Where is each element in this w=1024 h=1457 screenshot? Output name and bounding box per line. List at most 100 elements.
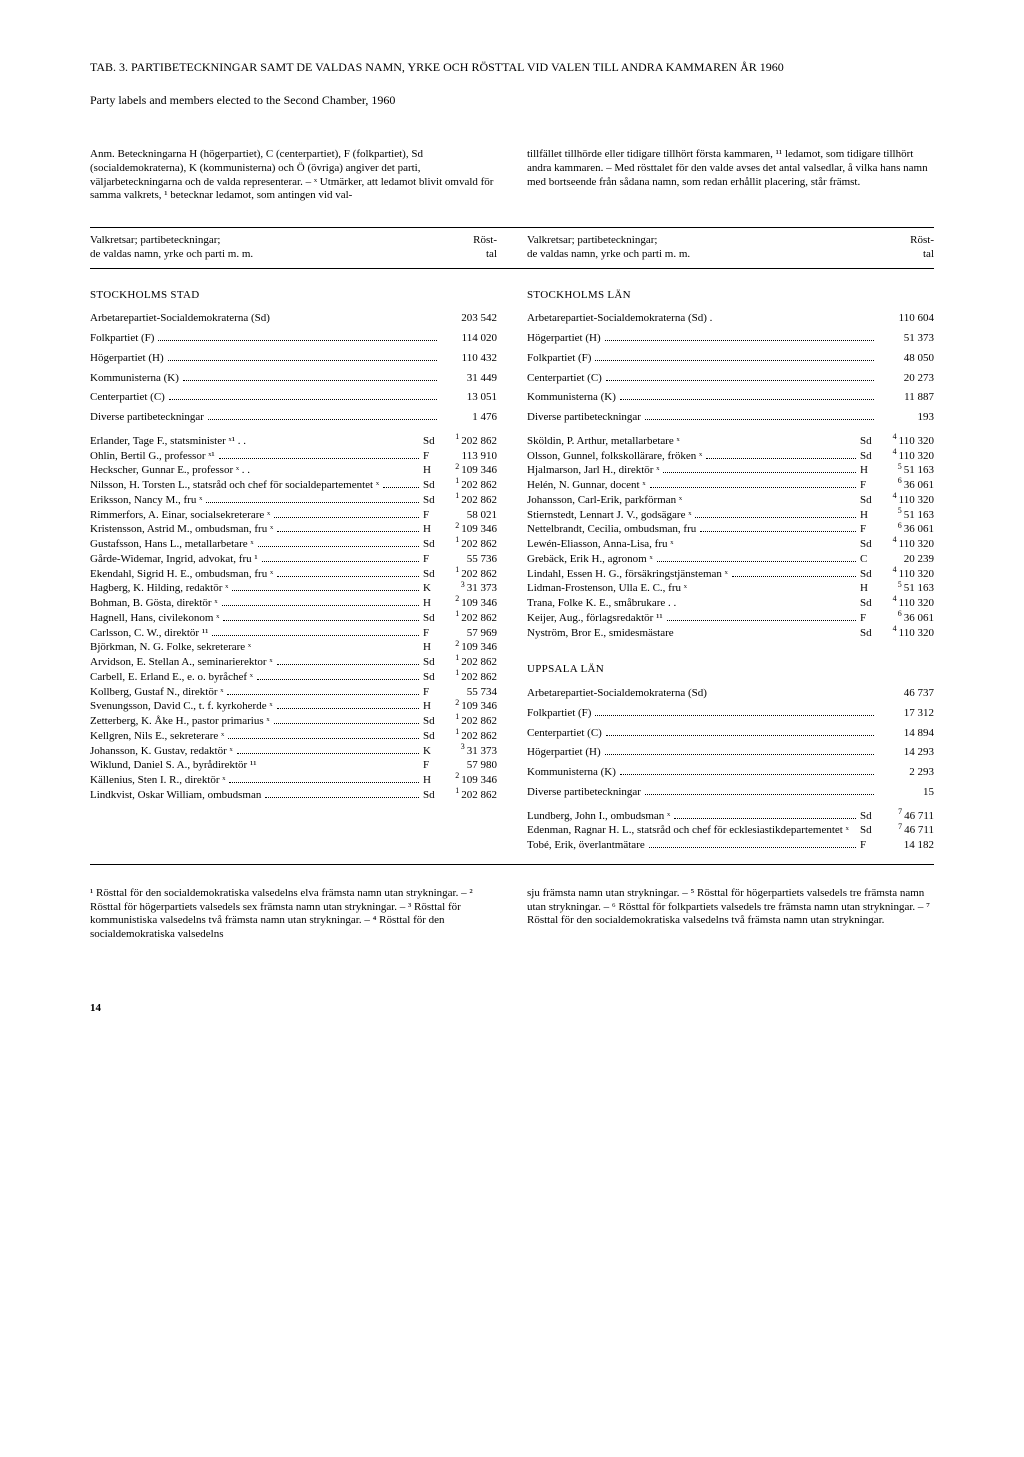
vote-count: 1202 862 bbox=[441, 479, 497, 493]
member-row: Gustafsson, Hans L., metallarbetare ˣSd1… bbox=[90, 538, 497, 552]
member-row: Stiernstedt, Lennart J. V., godsägare ˣH… bbox=[527, 509, 934, 523]
leader-dots bbox=[227, 686, 419, 695]
member-row: Heckscher, Gunnar E., professor ˣ . .H21… bbox=[90, 464, 497, 478]
party-row: Centerpartiet (C)14 894 bbox=[527, 727, 934, 741]
vote-count: 4110 320 bbox=[878, 597, 934, 611]
leader-dots bbox=[667, 612, 856, 621]
row-label: Ohlin, Bertil G., professor ˣ¹ bbox=[90, 450, 215, 464]
leader-dots bbox=[595, 352, 874, 361]
vote-count: 31 449 bbox=[441, 372, 497, 386]
row-label: Högerpartiet (H) bbox=[527, 332, 601, 346]
member-row: Johansson, Carl-Erik, parkförman ˣSd4110… bbox=[527, 494, 934, 508]
vote-count: 1202 862 bbox=[441, 612, 497, 626]
row-label: Arvidson, E. Stellan A., seminarierektor… bbox=[90, 656, 273, 670]
leader-dots bbox=[258, 538, 419, 547]
header-left-value: Röst- tal bbox=[473, 234, 497, 262]
row-label: Johansson, Carl-Erik, parkförman ˣ bbox=[527, 494, 682, 508]
leader-dots bbox=[663, 465, 856, 474]
leader-dots bbox=[222, 597, 419, 606]
party-code: F bbox=[860, 839, 878, 853]
row-label: Källenius, Sten I. R., direktör ˣ bbox=[90, 774, 225, 788]
member-row: Keijer, Aug., förlagsredaktör ¹¹F636 061 bbox=[527, 612, 934, 626]
anm-right: tillfället tillhörde eller tidigare till… bbox=[527, 148, 934, 203]
vote-count: 4110 320 bbox=[878, 538, 934, 552]
party-code: F bbox=[423, 509, 441, 523]
vote-count: 1202 862 bbox=[441, 671, 497, 685]
leader-dots bbox=[277, 524, 419, 533]
party-code: Sd bbox=[860, 450, 878, 464]
leader-dots bbox=[274, 509, 419, 518]
leader-dots bbox=[645, 411, 874, 420]
vote-count: 1202 862 bbox=[441, 730, 497, 744]
leader-dots bbox=[649, 839, 856, 848]
member-row: Hjalmarson, Jarl H., direktör ˣH551 163 bbox=[527, 464, 934, 478]
member-row: Nilsson, H. Torsten L., statsråd och che… bbox=[90, 479, 497, 493]
member-row: Trana, Folke K. E., småbrukare . .Sd4110… bbox=[527, 597, 934, 611]
member-row: Svenungsson, David C., t. f. kyrkoherde … bbox=[90, 700, 497, 714]
party-row: Kommunisterna (K)2 293 bbox=[527, 766, 934, 780]
row-label: Arbetarepartiet-Socialdemokraterna (Sd) bbox=[90, 312, 270, 326]
vote-count: 14 182 bbox=[878, 839, 934, 853]
row-label: Folkpartiet (F) bbox=[527, 707, 591, 721]
party-code: F bbox=[860, 612, 878, 626]
vote-count: 193 bbox=[878, 411, 934, 425]
member-row: Grebäck, Erik H., agronom ˣC20 239 bbox=[527, 553, 934, 567]
party-code: F bbox=[423, 759, 441, 773]
member-row: Wiklund, Daniel S. A., byrådirektör ¹¹F5… bbox=[90, 759, 497, 773]
leader-dots bbox=[277, 656, 419, 665]
party-row: Högerpartiet (H)51 373 bbox=[527, 332, 934, 346]
vote-count: 1202 862 bbox=[441, 494, 497, 508]
table-title: TAB. 3. PARTIBETECKNINGAR SAMT DE VALDAS… bbox=[90, 60, 934, 75]
region-title: STOCKHOLMS STAD bbox=[90, 289, 497, 303]
leader-dots bbox=[620, 392, 874, 401]
table-subtitle: Party labels and members elected to the … bbox=[90, 93, 934, 108]
vote-count: 1202 862 bbox=[441, 568, 497, 582]
leader-dots bbox=[183, 372, 437, 381]
table-header: Valkretsar; partibeteckningar; de valdas… bbox=[90, 227, 934, 269]
party-row: Högerpartiet (H)14 293 bbox=[527, 746, 934, 760]
vote-count: 1202 862 bbox=[441, 435, 497, 449]
leader-dots bbox=[695, 509, 856, 518]
row-label: Gustafsson, Hans L., metallarbetare ˣ bbox=[90, 538, 254, 552]
member-row: Kristensson, Astrid M., ombudsman, fru ˣ… bbox=[90, 523, 497, 537]
row-label: Arbetarepartiet-Socialdemokraterna (Sd) bbox=[527, 687, 707, 701]
member-row: Rimmerfors, A. Einar, socialsekreterare … bbox=[90, 509, 497, 523]
party-row: Folkpartiet (F)114 020 bbox=[90, 332, 497, 346]
vote-count: 14 293 bbox=[878, 746, 934, 760]
row-label: Sköldin, P. Arthur, metallarbetare ˣ bbox=[527, 435, 680, 449]
party-code: H bbox=[860, 582, 878, 596]
leader-dots bbox=[277, 701, 419, 710]
member-row: Arvidson, E. Stellan A., seminarierektor… bbox=[90, 656, 497, 670]
vote-count: 2109 346 bbox=[441, 597, 497, 611]
party-code: K bbox=[423, 582, 441, 596]
party-code: Sd bbox=[423, 435, 441, 449]
vote-count: 4110 320 bbox=[878, 435, 934, 449]
member-row: Johansson, K. Gustav, redaktör ˣK331 373 bbox=[90, 745, 497, 759]
party-code: Sd bbox=[860, 597, 878, 611]
header-right-value: Röst- tal bbox=[910, 234, 934, 262]
vote-count: 58 021 bbox=[441, 509, 497, 523]
left-column: STOCKHOLMS STAD Arbetarepartiet-Socialdem… bbox=[90, 283, 497, 854]
row-label: Olsson, Gunnel, folkskollärare, fröken ˣ bbox=[527, 450, 702, 464]
row-label: Centerpartiet (C) bbox=[90, 391, 165, 405]
party-row: Arbetarepartiet-Socialdemokraterna (Sd)2… bbox=[90, 312, 497, 326]
vote-count: 15 bbox=[878, 786, 934, 800]
vote-count: 114 020 bbox=[441, 332, 497, 346]
leader-dots bbox=[237, 745, 419, 754]
party-code: F bbox=[423, 553, 441, 567]
row-label: Lidman-Frostenson, Ulla E. C., fru ˣ bbox=[527, 582, 687, 596]
leader-dots bbox=[277, 568, 419, 577]
party-row: Högerpartiet (H)110 432 bbox=[90, 352, 497, 366]
leader-dots bbox=[595, 707, 874, 716]
member-row: Eriksson, Nancy M., fru ˣSd1202 862 bbox=[90, 494, 497, 508]
party-code: Sd bbox=[423, 671, 441, 685]
row-label: Kommunisterna (K) bbox=[527, 391, 616, 405]
row-label: Svenungsson, David C., t. f. kyrkoherde … bbox=[90, 700, 273, 714]
party-code: Sd bbox=[860, 435, 878, 449]
row-label: Carlsson, C. W., direktör ¹¹ bbox=[90, 627, 208, 641]
leader-dots bbox=[650, 479, 856, 488]
row-label: Högerpartiet (H) bbox=[90, 352, 164, 366]
member-row: Lidman-Frostenson, Ulla E. C., fru ˣH551… bbox=[527, 582, 934, 596]
member-row: Gårde-Widemar, Ingrid, advokat, fru ¹F55… bbox=[90, 553, 497, 567]
vote-count: 57 969 bbox=[441, 627, 497, 641]
